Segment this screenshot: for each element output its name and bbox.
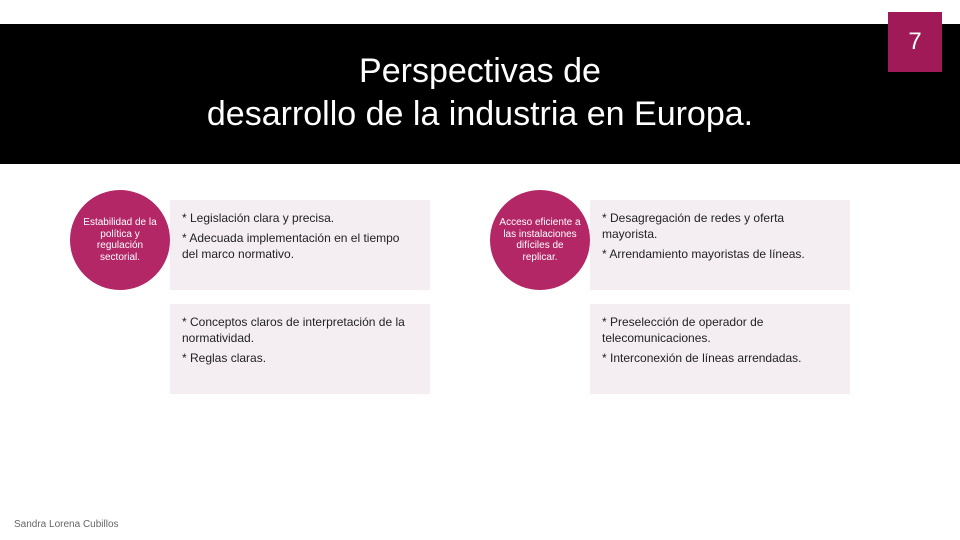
cells-right: * Desagregación de redes y oferta mayori… [590,200,850,394]
bubble-left: Estabilidad de la política y regulación … [70,190,170,290]
cell-text: * Adecuada implementación en el tiempo d… [182,230,418,262]
cell-left-top: * Legislación clara y precisa. * Adecuad… [170,200,430,290]
bubble-left-text: Estabilidad de la política y regulación … [78,217,162,263]
cell-text: * Conceptos claros de interpretación de … [182,314,418,346]
title-line-2: desarrollo de la industria en Europa. [207,95,753,133]
column-left: Estabilidad de la política y regulación … [110,200,430,394]
bubble-right-text: Acceso eficiente a las instalaciones dif… [498,217,582,263]
cell-left-bottom: * Conceptos claros de interpretación de … [170,304,430,394]
cell-right-bottom: * Preselección de operador de telecomuni… [590,304,850,394]
bubble-right: Acceso eficiente a las instalaciones dif… [490,190,590,290]
footer-author: Sandra Lorena Cubillos [14,519,119,530]
cell-text: * Arrendamiento mayoristas de líneas. [602,246,838,262]
cells-left: * Legislación clara y precisa. * Adecuad… [170,200,430,394]
cell-text: * Desagregación de redes y oferta mayori… [602,210,838,242]
title-line-1: Perspectivas de [359,52,601,90]
column-right: Acceso eficiente a las instalaciones dif… [530,200,850,394]
cell-text: * Interconexión de líneas arrendadas. [602,350,838,366]
page-title: Perspectivas de desarrollo de la industr… [0,50,960,135]
cell-right-top: * Desagregación de redes y oferta mayori… [590,200,850,290]
cell-text: * Reglas claras. [182,350,418,366]
cell-text: * Legislación clara y precisa. [182,210,418,226]
cell-text: * Preselección de operador de telecomuni… [602,314,838,346]
content-columns: Estabilidad de la política y regulación … [110,200,850,394]
